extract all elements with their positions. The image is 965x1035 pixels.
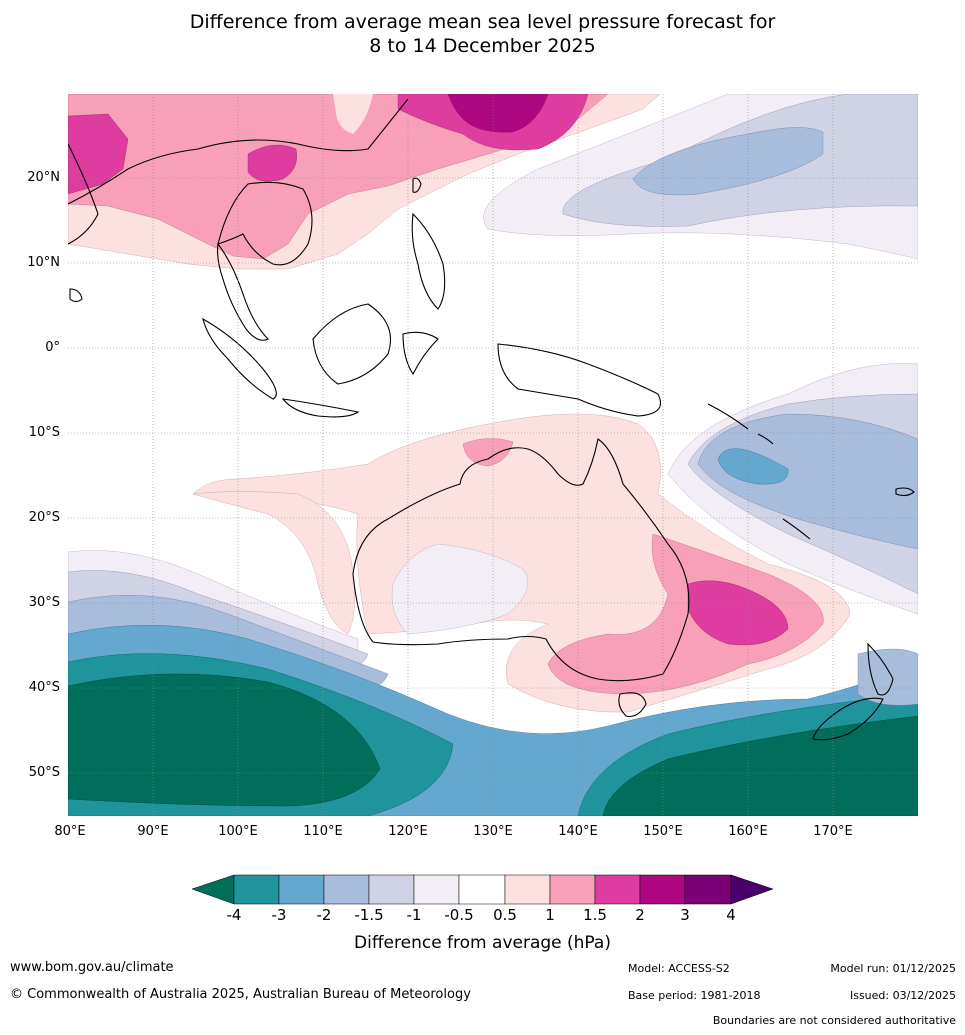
anomaly-australia-15 <box>687 580 789 646</box>
colorbar-swatch-neg15-neg1 <box>368 874 415 905</box>
coast-asia-mainland <box>68 98 409 205</box>
colorbar-swatch-05-1 <box>504 874 551 905</box>
lat-label-10s: 10°S <box>28 425 60 440</box>
anomaly-arafura-1 <box>462 438 514 467</box>
coast-sulawesi <box>402 331 439 376</box>
colorbar-swatch-neg3-neg2 <box>278 874 325 905</box>
colorbar-title: Difference from average (hPa) <box>354 933 611 953</box>
colorbar-swatch-above-4 <box>730 874 774 905</box>
coast-indochina <box>217 181 313 266</box>
colorbar-swatch-below-4 <box>192 874 235 905</box>
anomaly-coralsea-2 <box>717 448 789 485</box>
colorbar-swatch-neg2-neg15 <box>323 874 370 905</box>
lon-label-120e: 120°E <box>388 824 428 839</box>
lon-label-80e: 80°E <box>54 824 86 839</box>
colorbar-tick-neg2: -2 <box>316 906 332 924</box>
footer-disclaimer: Boundaries are not considered authoritat… <box>712 1014 956 1027</box>
lon-label-130e: 130°E <box>473 824 513 839</box>
lat-label-50s: 50°S <box>28 765 60 780</box>
colorbar-swatch-1-15 <box>549 874 596 905</box>
coast-malay-peninsula <box>217 242 269 341</box>
lon-label-90e: 90°E <box>137 824 169 839</box>
colorbar-swatch-3-4 <box>684 874 732 905</box>
coast-india <box>68 143 99 245</box>
footer-base-period: Base period: 1981-2018 <box>628 989 761 1002</box>
colorbar-swatch-neg1-neg05 <box>413 874 460 905</box>
colorbar-tick-2: 2 <box>635 906 645 924</box>
footer-model: Model: ACCESS-S2 <box>628 962 730 975</box>
anomaly-coralsea-15 <box>697 413 918 550</box>
colorbar-swatch-neutral <box>458 874 506 905</box>
coast-fiji <box>895 487 915 497</box>
lat-label-0: 0° <box>45 340 60 355</box>
lon-label-100e: 100°E <box>218 824 258 839</box>
lon-label-170e: 170°E <box>813 824 853 839</box>
colorbar-tick-neg05: -0.5 <box>444 906 474 924</box>
anomaly-indian-ocean-05 <box>192 491 355 635</box>
coast-tasmania <box>618 692 647 718</box>
colorbar-tick-neg4: -4 <box>226 906 242 924</box>
pressure-anomaly-map <box>68 94 918 816</box>
coast-sri-lanka <box>69 288 83 303</box>
coast-borneo <box>312 303 392 385</box>
coast-new-caledonia <box>782 518 811 540</box>
colorbar-swatch-2-3 <box>639 874 686 905</box>
anomaly-vietnam-15 <box>247 144 297 182</box>
lat-label-10n: 10°N <box>27 255 60 270</box>
colorbar-tick-neg3: -3 <box>271 906 287 924</box>
footer-model-run: Model run: 01/12/2025 <box>830 962 956 975</box>
graticule <box>68 94 918 816</box>
colorbar-swatch-15-2 <box>594 874 641 905</box>
anomaly-australia-1 <box>547 533 824 695</box>
anomaly-burma-gap <box>333 94 373 134</box>
coastlines <box>68 98 915 741</box>
colorbar-swatch-neg4-neg3 <box>233 874 280 905</box>
lon-label-110e: 110°E <box>303 824 343 839</box>
coast-philippines <box>411 212 446 310</box>
lat-label-20n: 20°N <box>27 170 60 185</box>
coast-java <box>281 398 360 418</box>
coast-australia <box>352 438 690 682</box>
colorbar <box>192 874 774 905</box>
anomaly-southern-ocean-4-east <box>602 715 918 816</box>
lon-label-150e: 150°E <box>643 824 683 839</box>
lat-label-30s: 30°S <box>28 595 60 610</box>
map-canvas <box>68 94 918 816</box>
coast-taiwan <box>412 177 422 193</box>
footer-copyright: © Commonwealth of Australia 2025, Austra… <box>10 987 471 1002</box>
map-title-line1: Difference from average mean sea level p… <box>189 11 776 33</box>
colorbar-tick-3: 3 <box>680 906 690 924</box>
colorbar-tick-neg15: -1.5 <box>354 906 384 924</box>
anomaly-interior-neg <box>391 543 529 635</box>
footer-url[interactable]: www.bom.gov.au/climate <box>10 960 174 975</box>
lon-label-140e: 140°E <box>558 824 598 839</box>
anomaly-north-asia-15 <box>68 113 129 195</box>
footer-issued: Issued: 03/12/2025 <box>849 989 956 1002</box>
colorbar-tick-05: 0.5 <box>493 906 517 924</box>
anomaly-china-2 <box>447 94 549 133</box>
coast-solomon-islands <box>707 403 774 445</box>
anomaly-tasman-neg <box>857 648 918 706</box>
lat-label-40s: 40°S <box>28 680 60 695</box>
map-title-line2: 8 to 14 December 2025 <box>369 35 596 57</box>
colorbar-tick-1: 1 <box>545 906 555 924</box>
colorbar-tick-neg1: -1 <box>406 906 422 924</box>
colorbar-tick-15: 1.5 <box>583 906 607 924</box>
coast-new-zealand-north <box>867 642 894 696</box>
lon-label-160e: 160°E <box>728 824 768 839</box>
lat-label-20s: 20°S <box>28 510 60 525</box>
coast-new-guinea <box>497 343 662 417</box>
colorbar-tick-4: 4 <box>726 906 736 924</box>
coast-new-zealand-south <box>812 697 884 741</box>
